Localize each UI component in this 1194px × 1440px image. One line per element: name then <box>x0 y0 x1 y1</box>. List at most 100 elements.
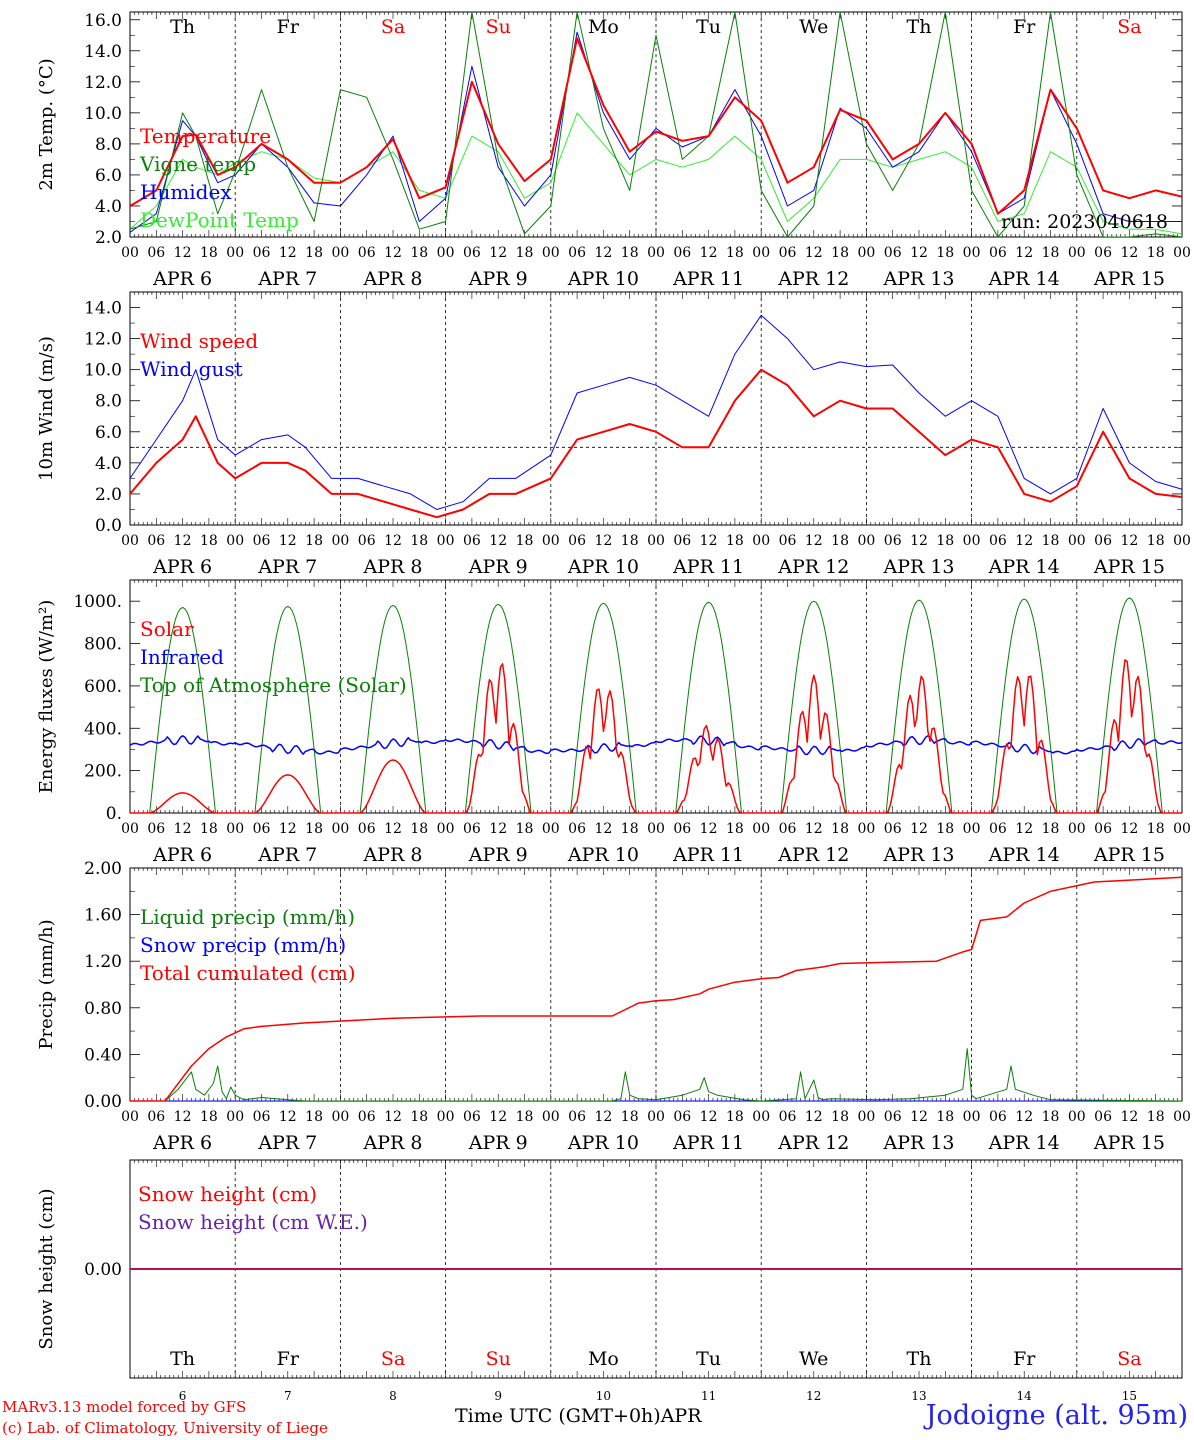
hour-label: 12 <box>700 1109 718 1125</box>
hour-label: 18 <box>410 821 428 837</box>
date-label: APR 10 <box>567 268 639 290</box>
legend-snow-0: Snow height (cm) <box>138 1182 317 1206</box>
hour-label: 18 <box>726 533 744 549</box>
hour-label: 18 <box>1147 245 1165 261</box>
hour-label: 18 <box>621 533 639 549</box>
date-label: APR 6 <box>152 556 212 578</box>
hour-label: 06 <box>884 245 902 261</box>
time-axis-label: Time UTC (GMT+0h) <box>455 1405 661 1427</box>
hour-label: 06 <box>463 821 481 837</box>
date-label: APR 10 <box>567 844 639 866</box>
legend-wind-0: Wind speed <box>140 329 258 353</box>
hour-label: 06 <box>253 245 271 261</box>
date-label: APR 13 <box>882 268 954 290</box>
date-label: APR 7 <box>257 844 317 866</box>
hour-label: 00 <box>1173 533 1191 549</box>
hour-label: 12 <box>910 1109 928 1125</box>
hour-label: 18 <box>831 533 849 549</box>
hour-label: 18 <box>621 821 639 837</box>
hour-label: 00 <box>857 533 875 549</box>
day-name-top: Sa <box>1117 16 1141 38</box>
date-label: APR 12 <box>777 556 849 578</box>
hour-label: 18 <box>410 1109 428 1125</box>
hour-label: 00 <box>437 533 455 549</box>
hour-label: 06 <box>884 533 902 549</box>
hour-label: 00 <box>963 1109 981 1125</box>
date-label: APR 15 <box>1093 556 1165 578</box>
hour-label: 06 <box>358 533 376 549</box>
date-label: APR 13 <box>882 844 954 866</box>
hour-label: 06 <box>884 1109 902 1125</box>
series-wind-gust <box>130 314 1182 510</box>
hour-label: 00 <box>331 533 349 549</box>
hour-label: 18 <box>831 821 849 837</box>
y-tick-label: 4.0 <box>95 454 122 474</box>
date-label: APR 12 <box>777 1132 849 1154</box>
hour-label: 18 <box>200 533 218 549</box>
y-axis-label: Energy fluxes (W/m²) <box>36 600 57 794</box>
date-label: APR 14 <box>988 556 1060 578</box>
hour-label: 00 <box>857 245 875 261</box>
date-label: APR 14 <box>988 1132 1060 1154</box>
hour-label: 00 <box>226 245 244 261</box>
date-label: APR 14 <box>988 268 1060 290</box>
day-name-bottom: Th <box>907 1348 932 1370</box>
y-tick-label: 10.0 <box>84 361 122 381</box>
hour-label: 06 <box>673 1109 691 1125</box>
date-label: APR 11 <box>672 844 744 866</box>
hour-label: 00 <box>647 1109 665 1125</box>
hour-label: 12 <box>1015 1109 1033 1125</box>
series-dewpoint-temp <box>130 112 1182 235</box>
day-name-top: Sa <box>381 16 405 38</box>
hour-label: 18 <box>305 533 323 549</box>
hour-label: 18 <box>200 1109 218 1125</box>
hour-label: 12 <box>910 821 928 837</box>
y-tick-label: 12.0 <box>84 73 122 93</box>
hour-label: 00 <box>1173 245 1191 261</box>
date-label: APR 9 <box>468 844 528 866</box>
hour-label: 00 <box>963 533 981 549</box>
date-label: APR 15 <box>1093 844 1165 866</box>
hour-label: 18 <box>1042 533 1060 549</box>
date-label: APR 9 <box>468 268 528 290</box>
hour-label: 18 <box>516 245 534 261</box>
date-label: APR 7 <box>257 1132 317 1154</box>
y-tick-label: 2.00 <box>84 859 122 879</box>
date-label: APR 8 <box>363 844 423 866</box>
y-tick-label: 14.0 <box>84 299 122 319</box>
hour-label: 00 <box>121 533 139 549</box>
legend-temp-2: Humidex <box>140 180 232 204</box>
hour-label: 18 <box>726 821 744 837</box>
hour-label: 06 <box>1094 533 1112 549</box>
date-label: APR 11 <box>672 556 744 578</box>
hour-label: 12 <box>1120 1109 1138 1125</box>
hour-label: 06 <box>779 245 797 261</box>
day-name-bottom: Th <box>170 1348 195 1370</box>
hour-label: 06 <box>463 1109 481 1125</box>
hour-label: 12 <box>489 533 507 549</box>
hour-label: 06 <box>147 1109 165 1125</box>
hour-label: 00 <box>542 245 560 261</box>
hour-label: 06 <box>989 821 1007 837</box>
hour-label: 18 <box>516 533 534 549</box>
day-name-bottom: Su <box>486 1348 511 1370</box>
lab-credit: (c) Lab. of Climatology, University of L… <box>2 1419 328 1437</box>
hour-label: 06 <box>1094 245 1112 261</box>
hour-label: 12 <box>279 533 297 549</box>
series-toa <box>130 597 1182 813</box>
hour-label: 12 <box>174 245 192 261</box>
day-name-bottom: Sa <box>1117 1348 1141 1370</box>
day-name-bottom: We <box>799 1348 828 1370</box>
date-label: APR 7 <box>257 556 317 578</box>
legend-temp-3: DewPoint Temp <box>140 208 299 232</box>
day-number: 14 <box>1017 1389 1033 1403</box>
y-axis-label: Precip (mm/h) <box>36 919 57 1049</box>
hour-label: 12 <box>384 533 402 549</box>
hour-label: 00 <box>857 1109 875 1125</box>
day-number: 9 <box>494 1389 502 1403</box>
y-tick-label: 0.00 <box>84 1260 122 1280</box>
day-number: 10 <box>596 1389 611 1403</box>
hour-label: 06 <box>463 533 481 549</box>
legend-energy-0: Solar <box>140 617 194 641</box>
hour-label: 06 <box>147 533 165 549</box>
